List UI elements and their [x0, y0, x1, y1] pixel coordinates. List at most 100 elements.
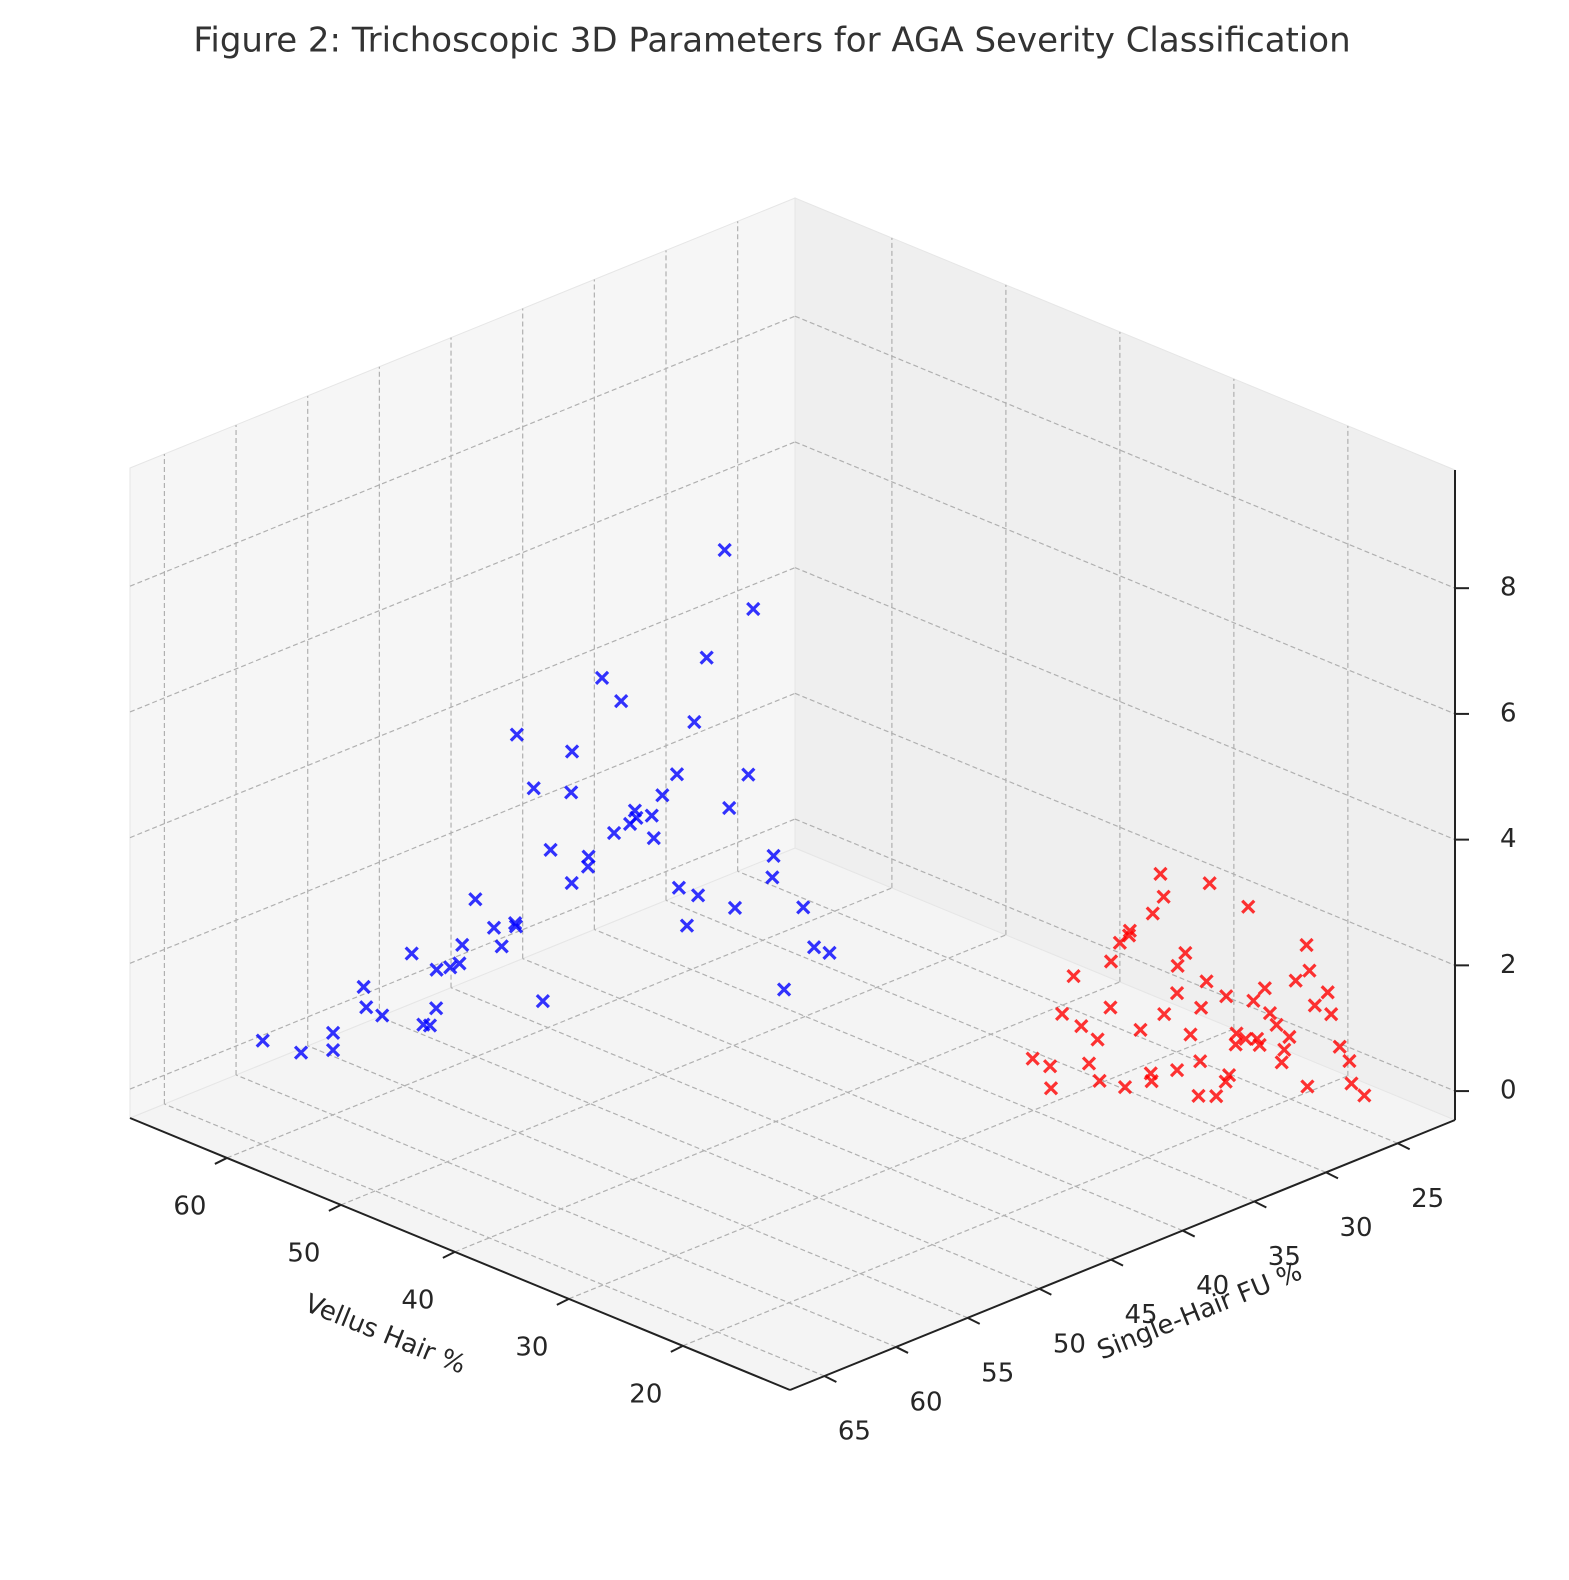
- marker: [1183, 1027, 1198, 1042]
- marker: [1153, 866, 1168, 882]
- marker: [1344, 1076, 1359, 1091]
- marker: [1074, 1018, 1089, 1034]
- marker: [1300, 1079, 1315, 1094]
- marker: [614, 694, 629, 709]
- marker: [717, 542, 732, 558]
- marker: [1133, 1022, 1148, 1037]
- marker: [1282, 1029, 1297, 1045]
- marker: [564, 744, 580, 759]
- marker: [1090, 1032, 1105, 1047]
- tick-mark: [967, 1316, 981, 1325]
- marker: [1307, 998, 1322, 1013]
- x-tick-label: 60: [173, 1191, 206, 1221]
- marker: [1169, 1063, 1185, 1078]
- marker: [1219, 989, 1234, 1004]
- marker: [1145, 906, 1160, 921]
- marker: [671, 880, 687, 895]
- grid-line: [307, 1045, 968, 1319]
- marker: [741, 767, 756, 782]
- tick-mark: [670, 1344, 684, 1353]
- marker: [526, 781, 541, 796]
- marker: [1332, 1039, 1347, 1054]
- marker: [699, 650, 714, 665]
- marker: [722, 800, 737, 816]
- marker: [1170, 958, 1185, 973]
- marker: [293, 1045, 309, 1060]
- tick-mark: [1253, 1200, 1267, 1209]
- marker: [468, 892, 483, 907]
- tick-mark: [1038, 1287, 1052, 1296]
- marker: [646, 830, 661, 846]
- marker: [1274, 1055, 1289, 1070]
- y-tick-label: 50: [1053, 1329, 1086, 1359]
- marker: [255, 1033, 270, 1048]
- y-tick-label: 65: [838, 1417, 871, 1447]
- marker: [1025, 1051, 1040, 1066]
- marker: [629, 810, 644, 826]
- marker: [1042, 1059, 1058, 1074]
- marker: [776, 982, 792, 997]
- tick-mark: [823, 1375, 837, 1383]
- marker: [679, 918, 695, 933]
- y-tick-label: 35: [1268, 1242, 1301, 1272]
- z-tick-label: 8: [1500, 573, 1517, 603]
- grid-line: [164, 1103, 825, 1377]
- marker: [796, 900, 811, 915]
- marker: [486, 920, 502, 935]
- tick-mark: [1397, 1142, 1411, 1151]
- x-tick-label: 20: [629, 1379, 662, 1409]
- marker: [594, 670, 610, 686]
- z-tick-label: 2: [1500, 950, 1517, 980]
- marker: [1122, 923, 1138, 938]
- marker: [422, 1018, 438, 1033]
- marker: [1269, 1017, 1284, 1033]
- tick-mark: [556, 1297, 570, 1306]
- marker: [1320, 985, 1335, 1000]
- grid-line: [794, 567, 1456, 841]
- grid-line: [794, 441, 1456, 715]
- marker: [1199, 974, 1214, 989]
- marker: [356, 979, 371, 995]
- marker: [1288, 973, 1303, 988]
- tick-mark: [1110, 1258, 1124, 1267]
- y-axis-line: [789, 1119, 1456, 1391]
- marker: [727, 900, 743, 915]
- marker: [1054, 1006, 1070, 1021]
- marker: [1103, 1000, 1118, 1015]
- grid-line: [450, 987, 1112, 1261]
- marker: [1169, 985, 1185, 1001]
- marker: [687, 714, 702, 730]
- marker: [765, 870, 780, 885]
- marker: [429, 1001, 444, 1016]
- marker: [746, 601, 761, 617]
- marker: [564, 785, 579, 800]
- tick-mark: [1182, 1229, 1196, 1238]
- marker: [455, 937, 470, 953]
- marker: [606, 825, 622, 841]
- marker: [1262, 1006, 1278, 1021]
- marker: [535, 993, 550, 1009]
- marker: [1246, 993, 1261, 1008]
- marker: [1081, 1056, 1097, 1071]
- marker: [1202, 876, 1217, 891]
- grid-line: [794, 692, 1456, 966]
- marker: [1221, 1068, 1237, 1083]
- marker: [325, 1025, 341, 1040]
- marker: [1228, 1037, 1243, 1052]
- marker: [375, 1008, 390, 1023]
- x-axis-line: [129, 1117, 791, 1391]
- tick-mark: [895, 1346, 909, 1354]
- marker: [1209, 1089, 1224, 1104]
- tick-mark: [1325, 1171, 1339, 1180]
- marker: [1324, 1007, 1339, 1022]
- y-tick-label: 40: [1196, 1271, 1229, 1301]
- marker: [1342, 1053, 1357, 1069]
- marker: [1112, 935, 1128, 950]
- marker: [1302, 963, 1317, 978]
- y-tick-label: 30: [1339, 1213, 1372, 1243]
- marker: [766, 848, 781, 864]
- marker: [655, 788, 670, 803]
- marker: [452, 956, 467, 971]
- x-tick-label: 30: [515, 1332, 548, 1362]
